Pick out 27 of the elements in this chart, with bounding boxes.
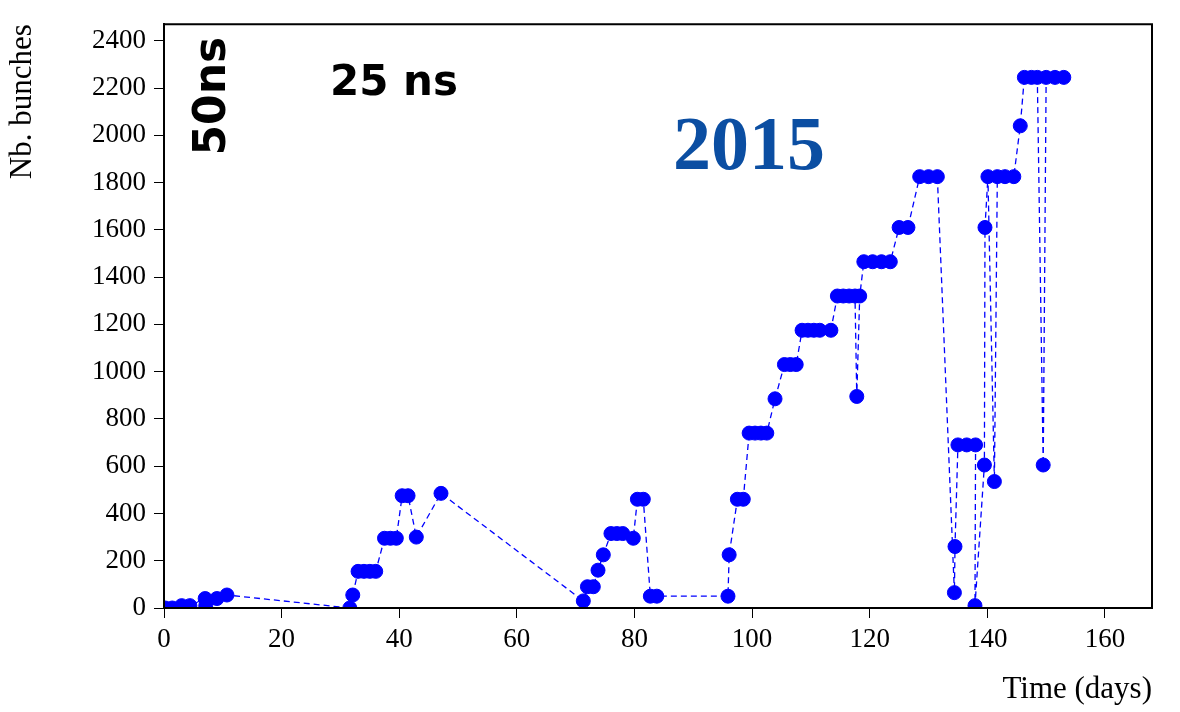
x-tick-label: 120 [849,623,890,654]
x-axis-title: Time (days) [1002,669,1152,705]
annotation: 2015 [673,100,825,185]
x-tick-label: 40 [385,623,413,654]
y-tick-label: 800 [105,402,146,433]
x-tick-label: 80 [620,623,648,654]
y-tick-label: 2000 [92,118,146,149]
annotation: 25 ns [330,56,458,106]
annotation: 50ns [184,36,236,156]
y-tick-label: 1400 [92,260,146,291]
y-axis-title: Nb. bunches [2,24,38,180]
y-tick-label: 600 [105,449,146,480]
y-tick-label: 2200 [92,71,146,102]
y-tick-label: 200 [105,543,146,574]
y-tick-label: 1800 [92,165,146,196]
x-tick-label: 0 [157,623,171,654]
y-tick-label: 0 [132,591,146,622]
y-tick-label: 1200 [92,307,146,338]
y-tick-label: 1600 [92,212,146,243]
x-tick-label: 20 [268,623,296,654]
x-tick-label: 140 [967,623,1008,654]
x-tick-label: 60 [503,623,531,654]
x-tick-label: 100 [731,623,773,654]
y-tick-label: 2400 [92,23,146,54]
y-tick-label: 400 [105,496,146,527]
x-tick-label: 160 [1084,623,1126,654]
y-tick-label: 1000 [92,354,146,385]
